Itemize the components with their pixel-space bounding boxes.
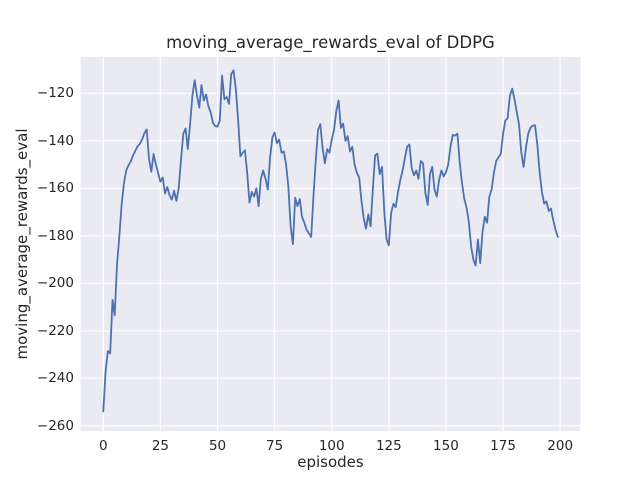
y-tick-label: −140 (36, 132, 74, 149)
plot-area (80, 57, 581, 431)
x-tick-label: 150 (433, 438, 459, 454)
y-tick-label: −240 (36, 370, 74, 387)
x-tick-label: 0 (99, 438, 108, 454)
y-tick-label: −120 (36, 85, 74, 102)
x-tick-label: 200 (547, 438, 574, 454)
x-tick-label: 75 (266, 438, 284, 454)
y-tick-label: −220 (36, 322, 74, 339)
y-tick-label: −160 (36, 180, 74, 197)
y-tick-label: −260 (36, 417, 74, 434)
data-line-ddpg (102, 69, 559, 413)
y-axis-label: moving_average_rewards_eval (13, 128, 31, 360)
y-tick-label: −180 (36, 227, 74, 244)
x-tick-label: 25 (151, 438, 170, 454)
chart-title: moving_average_rewards_eval of DDPG (166, 33, 495, 52)
x-tick-label: 50 (208, 438, 227, 454)
x-tick-label: 125 (375, 438, 402, 454)
x-tick-label: 100 (318, 438, 345, 454)
y-tick-label: −200 (36, 275, 74, 292)
x-tick-label: 175 (490, 438, 516, 454)
x-axis-label: episodes (297, 453, 364, 471)
